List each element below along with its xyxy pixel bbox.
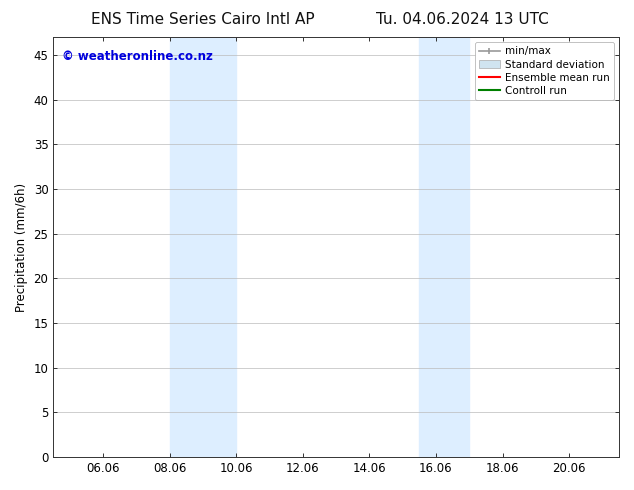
Bar bbox=[419, 37, 469, 457]
Text: ENS Time Series Cairo Intl AP: ENS Time Series Cairo Intl AP bbox=[91, 12, 314, 27]
Text: Tu. 04.06.2024 13 UTC: Tu. 04.06.2024 13 UTC bbox=[377, 12, 549, 27]
Legend: min/max, Standard deviation, Ensemble mean run, Controll run: min/max, Standard deviation, Ensemble me… bbox=[475, 42, 614, 100]
Bar bbox=[170, 37, 236, 457]
Text: © weatheronline.co.nz: © weatheronline.co.nz bbox=[61, 49, 212, 63]
Y-axis label: Precipitation (mm/6h): Precipitation (mm/6h) bbox=[15, 183, 28, 312]
